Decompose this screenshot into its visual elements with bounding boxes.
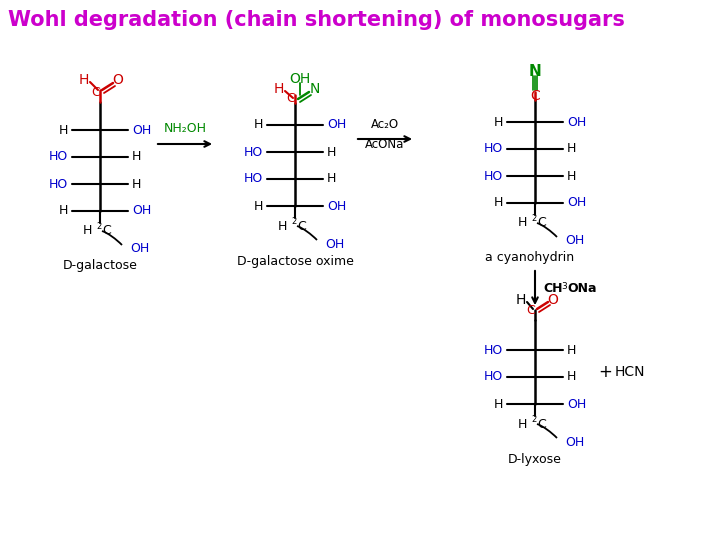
Text: HO: HO bbox=[244, 145, 263, 159]
Text: H: H bbox=[78, 73, 89, 87]
Text: OH: OH bbox=[289, 72, 310, 86]
Text: 3: 3 bbox=[561, 282, 567, 291]
Text: H: H bbox=[58, 205, 68, 218]
Text: OH: OH bbox=[130, 242, 149, 255]
Text: D-galactose: D-galactose bbox=[63, 260, 138, 273]
Text: H: H bbox=[83, 225, 92, 238]
Text: H: H bbox=[494, 397, 503, 410]
Text: a cyanohydrin: a cyanohydrin bbox=[485, 252, 575, 265]
Text: H: H bbox=[327, 145, 336, 159]
Text: OH: OH bbox=[567, 397, 586, 410]
Text: HO: HO bbox=[49, 178, 68, 191]
Text: Wohl degradation (chain shortening) of monosugars: Wohl degradation (chain shortening) of m… bbox=[8, 10, 625, 30]
Text: C: C bbox=[526, 303, 536, 316]
Text: OH: OH bbox=[327, 118, 346, 132]
Text: OH: OH bbox=[565, 435, 584, 449]
Text: H: H bbox=[567, 170, 577, 183]
Text: OH: OH bbox=[325, 238, 344, 251]
Text: C: C bbox=[530, 89, 540, 103]
Text: H: H bbox=[132, 151, 141, 164]
Text: OH: OH bbox=[132, 124, 151, 137]
Text: AcONa: AcONa bbox=[365, 138, 405, 151]
Text: H: H bbox=[518, 217, 527, 230]
Text: OH: OH bbox=[567, 116, 586, 129]
Text: H: H bbox=[253, 118, 263, 132]
Text: 2: 2 bbox=[531, 415, 536, 424]
Text: ONa: ONa bbox=[567, 281, 596, 294]
Text: H: H bbox=[567, 370, 577, 383]
Text: H: H bbox=[132, 178, 141, 191]
Text: O: O bbox=[112, 73, 123, 87]
Text: H: H bbox=[516, 293, 526, 307]
Text: HO: HO bbox=[484, 143, 503, 156]
Text: 2: 2 bbox=[291, 217, 296, 226]
Text: HO: HO bbox=[484, 370, 503, 383]
Text: C: C bbox=[537, 417, 546, 430]
Text: +: + bbox=[598, 363, 612, 381]
Text: HO: HO bbox=[244, 172, 263, 186]
Text: OH: OH bbox=[567, 197, 586, 210]
Text: NH₂OH: NH₂OH bbox=[163, 122, 207, 134]
Text: HO: HO bbox=[484, 343, 503, 356]
Text: H: H bbox=[518, 417, 527, 430]
Text: 2: 2 bbox=[531, 214, 536, 223]
Text: HO: HO bbox=[49, 151, 68, 164]
Text: H: H bbox=[58, 124, 68, 137]
Text: C: C bbox=[91, 85, 100, 98]
Text: C: C bbox=[287, 92, 295, 105]
Text: CH: CH bbox=[543, 281, 562, 294]
Text: D-lyxose: D-lyxose bbox=[508, 453, 562, 465]
Text: OH: OH bbox=[327, 199, 346, 213]
Text: H: H bbox=[253, 199, 263, 213]
Text: Ac₂O: Ac₂O bbox=[371, 118, 399, 132]
Text: O: O bbox=[548, 293, 559, 307]
Text: H: H bbox=[567, 143, 577, 156]
Text: C: C bbox=[102, 225, 111, 238]
Text: N: N bbox=[310, 82, 320, 96]
Text: H: H bbox=[494, 197, 503, 210]
Text: H: H bbox=[567, 343, 577, 356]
Text: H: H bbox=[494, 116, 503, 129]
Text: HCN: HCN bbox=[615, 365, 645, 379]
Text: C: C bbox=[537, 217, 546, 230]
Text: OH: OH bbox=[565, 234, 584, 247]
Text: H: H bbox=[274, 82, 284, 96]
Text: 2: 2 bbox=[96, 222, 102, 231]
Text: OH: OH bbox=[132, 205, 151, 218]
Text: H: H bbox=[327, 172, 336, 186]
Text: D-galactose oxime: D-galactose oxime bbox=[237, 254, 354, 267]
Text: C: C bbox=[297, 219, 306, 233]
Text: N: N bbox=[528, 64, 541, 79]
Text: H: H bbox=[278, 219, 287, 233]
Text: HO: HO bbox=[484, 170, 503, 183]
